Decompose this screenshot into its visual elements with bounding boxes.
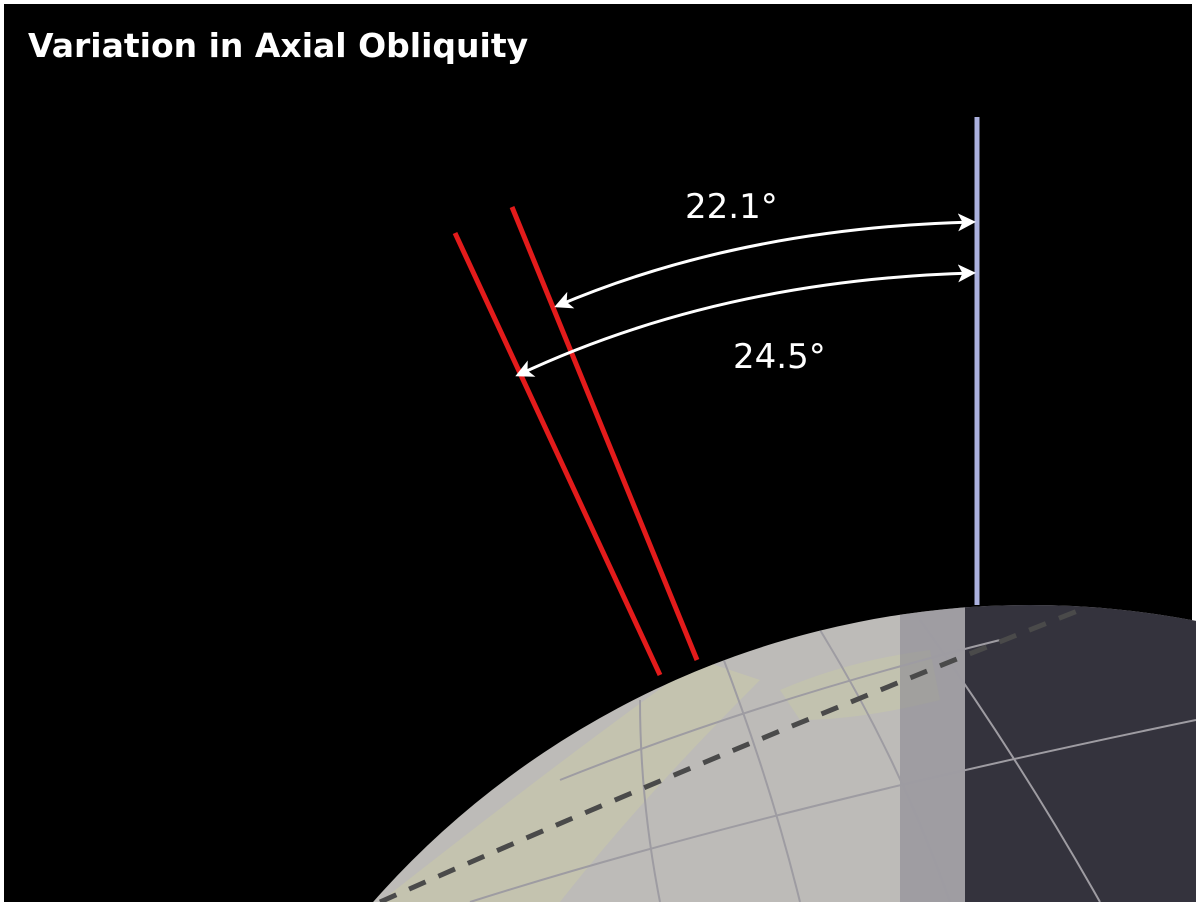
angle-label: 22.1°: [685, 187, 778, 227]
angle-arrow: [515, 264, 976, 377]
land: [380, 660, 760, 902]
globe-shadow: [965, 605, 1196, 902]
equator: [378, 607, 1081, 902]
grid: [469, 619, 1196, 902]
angle-label: 24.5°: [733, 337, 826, 377]
tilt-axis-max: [452, 231, 663, 677]
title: Variation in Axial Obliquity: [28, 26, 528, 65]
